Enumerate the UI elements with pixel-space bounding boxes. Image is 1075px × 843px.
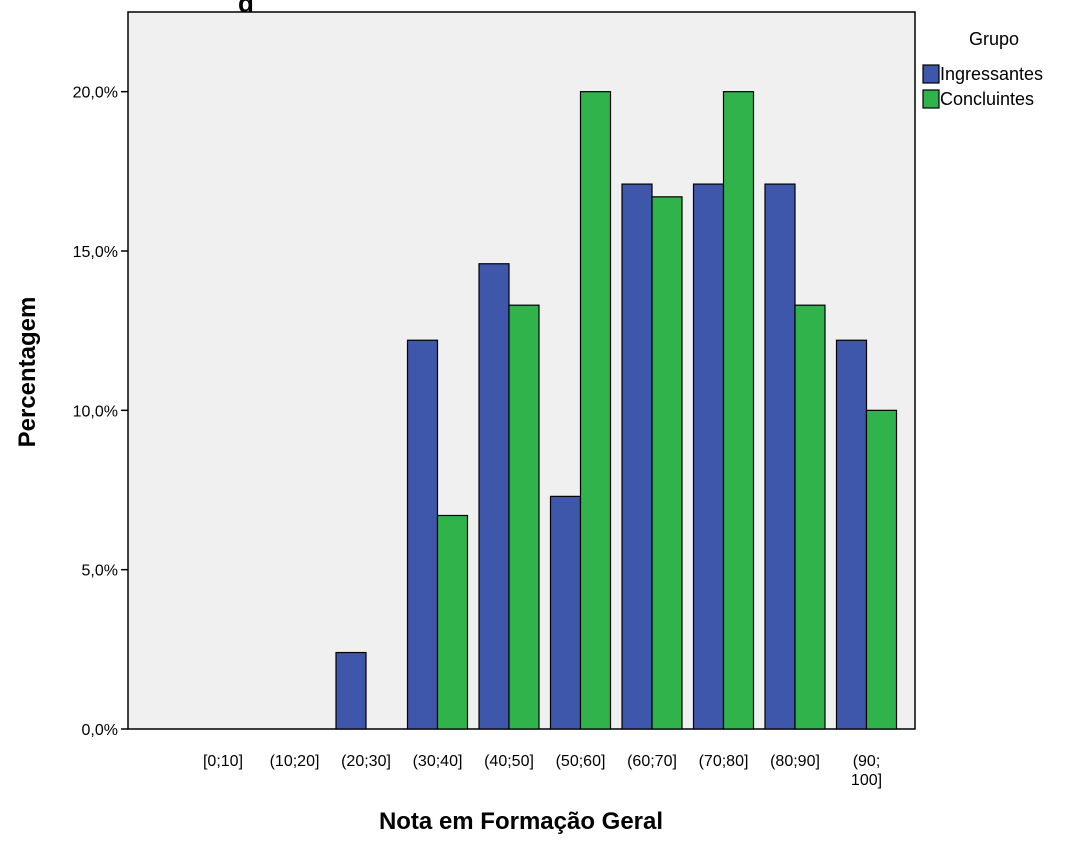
bar-ingressantes-8: [765, 184, 795, 729]
legend: Grupo Ingressantes Concluintes: [923, 29, 1043, 109]
bar-ingressantes-6: [622, 184, 652, 729]
bar-concluintes-6: [652, 197, 682, 729]
legend-label-concluintes: Concluintes: [940, 89, 1034, 109]
x-tick-label: (40;50]: [484, 753, 534, 770]
bar-concluintes-7: [724, 92, 754, 729]
y-tick-label: 20,0%: [73, 85, 118, 102]
bar-ingressantes-7: [694, 184, 724, 729]
y-axis-title: Percentagem: [14, 297, 41, 448]
x-axis-title: Nota em Formação Geral: [379, 808, 663, 835]
legend-swatch-concluintes: [923, 90, 939, 108]
x-tick-label: (60;70]: [627, 753, 677, 770]
x-axis: [0;10] (10;20] (20;30] (30;40] (40;50] (50;60…: [203, 753, 882, 789]
legend-items: Ingressantes Concluintes: [923, 64, 1043, 109]
bar-concluintes-9: [867, 410, 897, 729]
bar-concluintes-4: [509, 305, 539, 729]
x-tick-label: (30;40]: [413, 753, 463, 770]
y-tick-label: 15,0%: [73, 244, 118, 261]
bar-concluintes-8: [795, 305, 825, 729]
legend-title: Grupo: [969, 29, 1019, 49]
bar-ingressantes-9: [837, 340, 867, 729]
y-tick-label: 10,0%: [73, 403, 118, 420]
x-tick-label: (20;30]: [341, 753, 391, 770]
x-tick-label: (70;80]: [699, 753, 749, 770]
x-tick-label: (90; 100]: [851, 753, 882, 789]
x-tick-label: [0;10]: [203, 753, 243, 770]
y-tick-label: 0,0%: [82, 722, 118, 739]
bar-ingressantes-5: [551, 496, 581, 729]
legend-swatch-ingressantes: [923, 65, 939, 83]
bar-ingressantes-2: [336, 653, 366, 729]
x-tick-label: (10;20]: [270, 753, 320, 770]
y-axis: 0,0% 5,0% 10,0% 15,0% 20,0%: [73, 85, 128, 739]
y-tick-label: 5,0%: [82, 563, 118, 580]
legend-label-ingressantes: Ingressantes: [940, 64, 1043, 84]
x-tick-label: (80;90]: [770, 753, 820, 770]
bar-concluintes-3: [438, 515, 468, 729]
bar-ingressantes-3: [408, 340, 438, 729]
x-tick-label: (50;60]: [556, 753, 606, 770]
bar-concluintes-5: [581, 92, 611, 729]
bar-ingressantes-4: [479, 264, 509, 729]
